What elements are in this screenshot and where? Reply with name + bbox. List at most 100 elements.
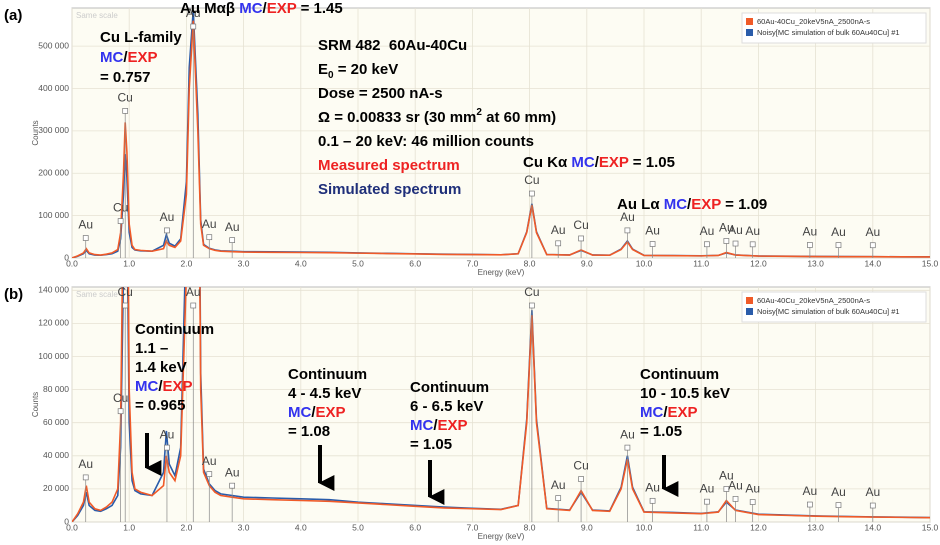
peak-marker-box xyxy=(732,240,739,247)
annotation-text: MC xyxy=(664,196,687,213)
annotation-text: / xyxy=(123,49,128,66)
annotation-line: 1.1 – xyxy=(135,340,168,357)
x-tick-label: 9.0 xyxy=(581,258,593,268)
annotation-text: Continuum xyxy=(288,366,367,383)
x-tick-label: 7.0 xyxy=(466,522,478,532)
annotation: Cu L-family MC/EXP = 0.757 xyxy=(100,29,182,86)
peak-label: Cu xyxy=(573,459,588,473)
legend-swatch xyxy=(746,308,753,315)
annotation-text: Cu L-family xyxy=(100,29,182,46)
annotation-text: = 1.05 xyxy=(640,423,682,440)
annotation-text: Au Mαβ xyxy=(180,0,239,17)
peak-marker-box xyxy=(206,234,213,241)
y-tick-label: 140 000 xyxy=(38,285,69,295)
annotation-line: Measured spectrum xyxy=(318,157,460,174)
peak-marker-box xyxy=(190,23,197,30)
peak-label: Au xyxy=(78,218,93,232)
y-tick-label: 0 xyxy=(64,516,69,526)
peak-label: Au xyxy=(831,225,846,239)
annotation-line: Au Mαβ MC/EXP = 1.45 xyxy=(180,0,343,17)
peak-marker-box xyxy=(578,235,584,242)
x-tick-label: 10.0 xyxy=(636,258,653,268)
annotation-text: = 1.09 xyxy=(721,196,767,213)
x-tick-label: 3.0 xyxy=(238,258,250,268)
y-tick-label: 0 xyxy=(64,252,69,262)
annotation-line: = 1.08 xyxy=(288,423,330,440)
annotation-line: 6 - 6.5 keV xyxy=(410,398,483,415)
annotation-line: Continuum xyxy=(410,379,489,396)
annotation-text: EXP xyxy=(438,417,468,434)
annotation-text: / xyxy=(263,0,268,17)
annotation-text: = 0.965 xyxy=(135,397,185,414)
annotation-text: Cu Kα xyxy=(523,154,571,171)
y-tick-label: 100 000 xyxy=(38,210,69,220)
peak-label: Au xyxy=(225,220,240,234)
annotation-text: / xyxy=(595,154,600,171)
annotation-line: = 1.05 xyxy=(410,436,452,453)
peak-marker-box xyxy=(649,241,656,247)
annotation-text: Au Lα xyxy=(617,196,664,213)
annotation-line: = 0.757 xyxy=(100,69,150,86)
annotation-text: Ω = 0.00833 sr (30 mm xyxy=(318,109,476,126)
plot-area xyxy=(71,7,931,259)
x-tick-label: 4.0 xyxy=(295,522,307,532)
legend-swatch xyxy=(746,297,753,304)
peak-label: Au xyxy=(700,224,715,238)
x-tick-label: 2.0 xyxy=(180,258,192,268)
peak-label: Au xyxy=(225,465,240,479)
annotation: Continuum 6 - 6.5 keV MC/EXP = 1.05 xyxy=(410,379,489,453)
annotation-line: Cu L-family xyxy=(100,29,182,46)
spectrum-line xyxy=(72,287,930,522)
peak-marker-box xyxy=(869,502,876,509)
annotation: Cu Kα MC/EXP = 1.05 xyxy=(523,154,675,171)
annotation: Continuum 4 - 4.5 keV MC/EXP = 1.08 xyxy=(288,366,367,440)
annotation-text: EXP xyxy=(316,404,346,421)
peak-label: Au xyxy=(745,224,760,238)
annotation-text: Dose = 2500 nA-s xyxy=(318,85,443,102)
y-tick-label: 200 000 xyxy=(38,168,69,178)
annotation: Au Lα MC/EXP = 1.09 xyxy=(617,196,767,213)
x-tick-label: 1.0 xyxy=(123,258,135,268)
peak-label: Au xyxy=(719,469,734,483)
y-axis-label: Counts xyxy=(31,120,40,145)
annotation-text: MC xyxy=(135,378,158,395)
peak-marker-box xyxy=(122,108,129,114)
series-group xyxy=(72,287,930,522)
annotation-line: 1.4 keV xyxy=(135,359,187,376)
annotation-line: 10 - 10.5 keV xyxy=(640,385,730,402)
peak-marker-box xyxy=(723,238,730,244)
peak-label: Cu xyxy=(113,201,128,215)
peak-label: Au xyxy=(186,285,201,299)
peak-marker-box xyxy=(624,227,631,234)
x-tick-label: 7.0 xyxy=(466,258,478,268)
peak-marker-box xyxy=(229,237,236,243)
y-tick-label: 400 000 xyxy=(38,83,69,93)
peak-label: Au xyxy=(865,485,880,499)
panel-label: (a) xyxy=(4,7,22,24)
y-tick-label: 500 000 xyxy=(38,40,69,50)
annotation-line: = 1.05 xyxy=(640,423,682,440)
legend-box xyxy=(741,291,927,323)
annotation-line: MC/EXP xyxy=(410,417,468,434)
arrows xyxy=(145,433,679,505)
y-tick-label: 60 000 xyxy=(43,417,69,427)
peak-marker-box xyxy=(122,302,129,309)
annotation-text: 1.1 – xyxy=(135,340,168,357)
annotation-text: Continuum xyxy=(640,366,719,383)
annotation-text: EXP xyxy=(599,154,629,171)
peak-label: Au xyxy=(831,485,846,499)
annotation-text: / xyxy=(433,417,438,434)
peak-marker-box xyxy=(578,476,584,482)
peak-marker-box xyxy=(82,235,89,241)
x-tick-label: 0.0 xyxy=(66,522,78,532)
annotation-line: 0.1 – 20 keV: 46 million counts xyxy=(318,133,534,150)
y-tick-label: 40 000 xyxy=(43,450,69,460)
x-tick-label: 5.0 xyxy=(352,522,364,532)
annotation-line: Continuum xyxy=(288,366,367,383)
annotation-text: = 0.757 xyxy=(100,69,150,86)
annotation-text: 6 - 6.5 keV xyxy=(410,398,483,415)
legend-box xyxy=(741,12,927,44)
annotation-text: = 1.05 xyxy=(410,436,452,453)
x-tick-label: 15.0 xyxy=(922,258,939,268)
